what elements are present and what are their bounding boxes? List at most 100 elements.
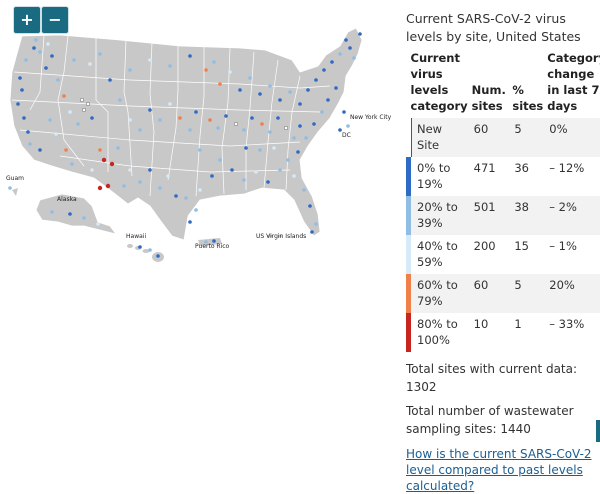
site-marker[interactable] — [82, 108, 86, 112]
site-marker[interactable] — [50, 54, 54, 58]
site-marker[interactable] — [54, 132, 58, 136]
scrollbar-handle[interactable] — [596, 420, 600, 442]
site-marker[interactable] — [278, 98, 282, 102]
site-marker[interactable] — [314, 222, 318, 226]
site-marker[interactable] — [8, 186, 12, 190]
site-marker[interactable] — [210, 174, 214, 178]
site-marker[interactable] — [304, 136, 308, 140]
site-marker[interactable] — [330, 60, 334, 64]
site-marker[interactable] — [110, 162, 114, 166]
site-marker[interactable] — [178, 116, 182, 120]
site-marker[interactable] — [198, 148, 202, 152]
site-marker[interactable] — [48, 118, 52, 122]
site-marker[interactable] — [212, 60, 216, 64]
site-marker[interactable] — [138, 180, 142, 184]
zoom-out-button[interactable]: − — [41, 6, 69, 34]
site-marker[interactable] — [292, 174, 296, 178]
site-marker[interactable] — [314, 78, 318, 82]
site-marker[interactable] — [218, 158, 222, 162]
site-marker[interactable] — [242, 178, 246, 182]
site-marker[interactable] — [98, 148, 102, 152]
site-marker[interactable] — [86, 102, 90, 106]
site-marker[interactable] — [16, 102, 20, 106]
site-marker[interactable] — [188, 220, 192, 224]
site-marker[interactable] — [128, 118, 132, 122]
site-marker[interactable] — [98, 186, 102, 190]
site-marker[interactable] — [284, 126, 288, 130]
site-marker[interactable] — [70, 162, 74, 166]
site-marker[interactable] — [46, 42, 50, 46]
site-marker[interactable] — [108, 78, 112, 82]
site-marker[interactable] — [118, 98, 122, 102]
site-marker[interactable] — [244, 146, 248, 150]
site-marker[interactable] — [194, 208, 198, 212]
site-marker[interactable] — [90, 168, 94, 172]
site-marker[interactable] — [20, 88, 24, 92]
us-map[interactable]: Guam Alaska Hawaii Puerto Rico US Virgin… — [0, 0, 398, 290]
site-marker[interactable] — [96, 222, 100, 226]
site-marker[interactable] — [228, 70, 232, 74]
site-marker[interactable] — [204, 68, 208, 72]
site-marker[interactable] — [322, 68, 326, 72]
site-marker[interactable] — [68, 110, 72, 114]
site-marker[interactable] — [248, 76, 252, 80]
site-marker[interactable] — [258, 92, 262, 96]
site-marker[interactable] — [260, 122, 264, 126]
site-marker[interactable] — [218, 82, 222, 86]
site-marker[interactable] — [198, 188, 202, 192]
site-marker[interactable] — [292, 136, 296, 140]
site-marker[interactable] — [24, 58, 28, 62]
site-marker[interactable] — [338, 52, 342, 56]
site-marker[interactable] — [82, 216, 86, 220]
site-marker[interactable] — [268, 84, 272, 88]
site-marker[interactable] — [38, 148, 42, 152]
site-marker[interactable] — [266, 180, 270, 184]
site-marker[interactable] — [76, 122, 80, 126]
site-marker[interactable] — [188, 128, 192, 132]
site-marker[interactable] — [156, 254, 160, 258]
site-marker[interactable] — [358, 32, 362, 36]
site-marker[interactable] — [320, 110, 324, 114]
site-marker[interactable] — [128, 168, 132, 172]
site-marker[interactable] — [158, 186, 162, 190]
methodology-link[interactable]: How is the current SARS-CoV-2 level comp… — [406, 446, 596, 494]
site-marker[interactable] — [312, 122, 316, 126]
site-marker[interactable] — [138, 128, 142, 132]
site-marker[interactable] — [116, 146, 120, 150]
site-marker[interactable] — [238, 88, 242, 92]
site-marker[interactable] — [122, 184, 126, 188]
site-marker[interactable] — [296, 150, 300, 154]
site-marker[interactable] — [258, 148, 262, 152]
site-marker[interactable] — [308, 204, 312, 208]
site-marker[interactable] — [102, 158, 106, 162]
site-marker[interactable] — [68, 212, 72, 216]
site-marker[interactable] — [344, 38, 348, 42]
site-marker[interactable] — [32, 46, 36, 50]
site-marker[interactable] — [138, 245, 142, 249]
site-marker[interactable] — [306, 88, 310, 92]
site-marker[interactable] — [18, 76, 22, 80]
site-marker[interactable] — [90, 116, 94, 120]
site-marker[interactable] — [148, 248, 152, 252]
site-marker[interactable] — [342, 110, 346, 114]
site-marker[interactable] — [208, 118, 212, 122]
site-marker[interactable] — [298, 124, 302, 128]
site-marker[interactable] — [26, 130, 30, 134]
zoom-in-button[interactable]: + — [13, 6, 41, 34]
site-marker[interactable] — [28, 142, 32, 146]
site-marker[interactable] — [334, 86, 338, 90]
site-marker[interactable] — [242, 128, 246, 132]
site-marker[interactable] — [230, 168, 234, 172]
site-marker[interactable] — [62, 94, 66, 98]
site-marker[interactable] — [286, 158, 290, 162]
site-marker[interactable] — [216, 126, 220, 130]
site-marker[interactable] — [234, 122, 238, 126]
site-marker[interactable] — [346, 124, 350, 128]
site-marker[interactable] — [272, 146, 276, 150]
site-marker[interactable] — [268, 130, 272, 134]
site-marker[interactable] — [298, 102, 302, 106]
site-marker[interactable] — [278, 168, 282, 172]
site-marker[interactable] — [148, 58, 152, 62]
site-marker[interactable] — [158, 118, 162, 122]
site-marker[interactable] — [184, 196, 188, 200]
